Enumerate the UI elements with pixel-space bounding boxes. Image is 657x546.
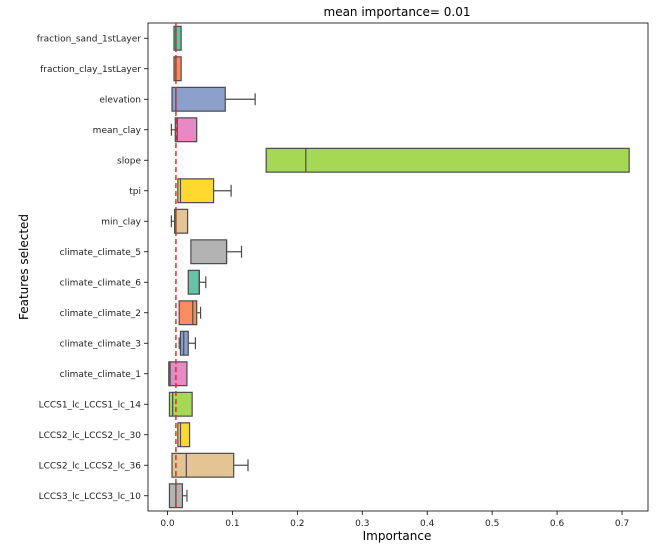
y-tick-label: climate_climate_5 [60, 248, 141, 258]
x-axis-title: Importance [363, 529, 432, 543]
y-tick-label: slope [117, 156, 141, 166]
box-1 [173, 56, 182, 82]
box-iqr [265, 147, 630, 173]
y-tick-label: climate_climate_2 [60, 309, 141, 319]
box-iqr [179, 330, 189, 356]
box-iqr [168, 361, 188, 387]
box-4 [265, 147, 630, 173]
box-3 [170, 117, 198, 143]
box-iqr [178, 300, 198, 326]
box-5 [177, 178, 232, 204]
box-iqr [187, 269, 200, 295]
x-tick-label: 0.0 [160, 519, 175, 529]
box-12 [168, 391, 193, 417]
y-tick-label: fraction_sand_1stLayer [37, 34, 142, 44]
y-tick-label: min_clay [101, 217, 141, 227]
y-axis-title: Features selected [17, 214, 31, 320]
y-tick-label: climate_climate_1 [60, 370, 141, 380]
y-tick-label: LCCS3_lc_LCCS3_lc_10 [39, 492, 142, 502]
y-tick-label: mean_clay [93, 126, 142, 136]
box-iqr [177, 422, 191, 448]
box-iqr [190, 239, 228, 265]
y-tick-label: LCCS1_lc_LCCS1_lc_14 [39, 400, 142, 410]
box-14 [171, 452, 249, 478]
x-tick-label: 0.2 [290, 519, 304, 529]
y-tick-label: climate_climate_3 [60, 339, 141, 349]
box-iqr [173, 25, 182, 51]
y-tick-label: LCCS2_lc_LCCS2_lc_30 [39, 431, 142, 441]
box-iqr [177, 178, 215, 204]
box-6 [170, 208, 189, 234]
box-7 [190, 239, 243, 265]
x-tick-label: 0.7 [615, 519, 629, 529]
y-tick-label: fraction_clay_1stLayer [40, 65, 141, 75]
y-tick-label: tpi [129, 187, 141, 197]
y-tick-label: LCCS2_lc_LCCS2_lc_36 [39, 461, 142, 471]
x-tick-label: 0.5 [485, 519, 499, 529]
box-iqr [173, 56, 182, 82]
x-tick-label: 0.6 [550, 519, 565, 529]
box-13 [177, 422, 191, 448]
y-tick-labels: fraction_sand_1stLayer fraction_clay_1stL… [37, 34, 148, 502]
box-iqr [174, 117, 198, 143]
boxes-layer [168, 25, 630, 509]
box-11 [168, 361, 188, 387]
chart-title: mean importance= 0.01 [324, 5, 471, 19]
box-iqr [171, 452, 235, 478]
x-tick-label: 0.4 [420, 519, 435, 529]
box-2 [171, 86, 256, 112]
x-tick-label: 0.3 [355, 519, 369, 529]
box-10 [178, 330, 197, 356]
box-9 [178, 300, 202, 326]
y-tick-label: elevation [99, 95, 141, 105]
plot-frame [147, 22, 649, 512]
box-iqr [168, 391, 193, 417]
box-iqr [171, 86, 226, 112]
box-15 [168, 483, 188, 509]
box-iqr [174, 208, 189, 234]
box-8 [187, 269, 207, 295]
x-tick-label: 0.1 [225, 519, 239, 529]
y-tick-label: climate_climate_6 [60, 278, 142, 288]
box-0 [173, 25, 182, 51]
x-tick-labels: 0.0 0.1 0.2 0.3 0.4 0.5 0.6 0.7 [160, 511, 629, 529]
